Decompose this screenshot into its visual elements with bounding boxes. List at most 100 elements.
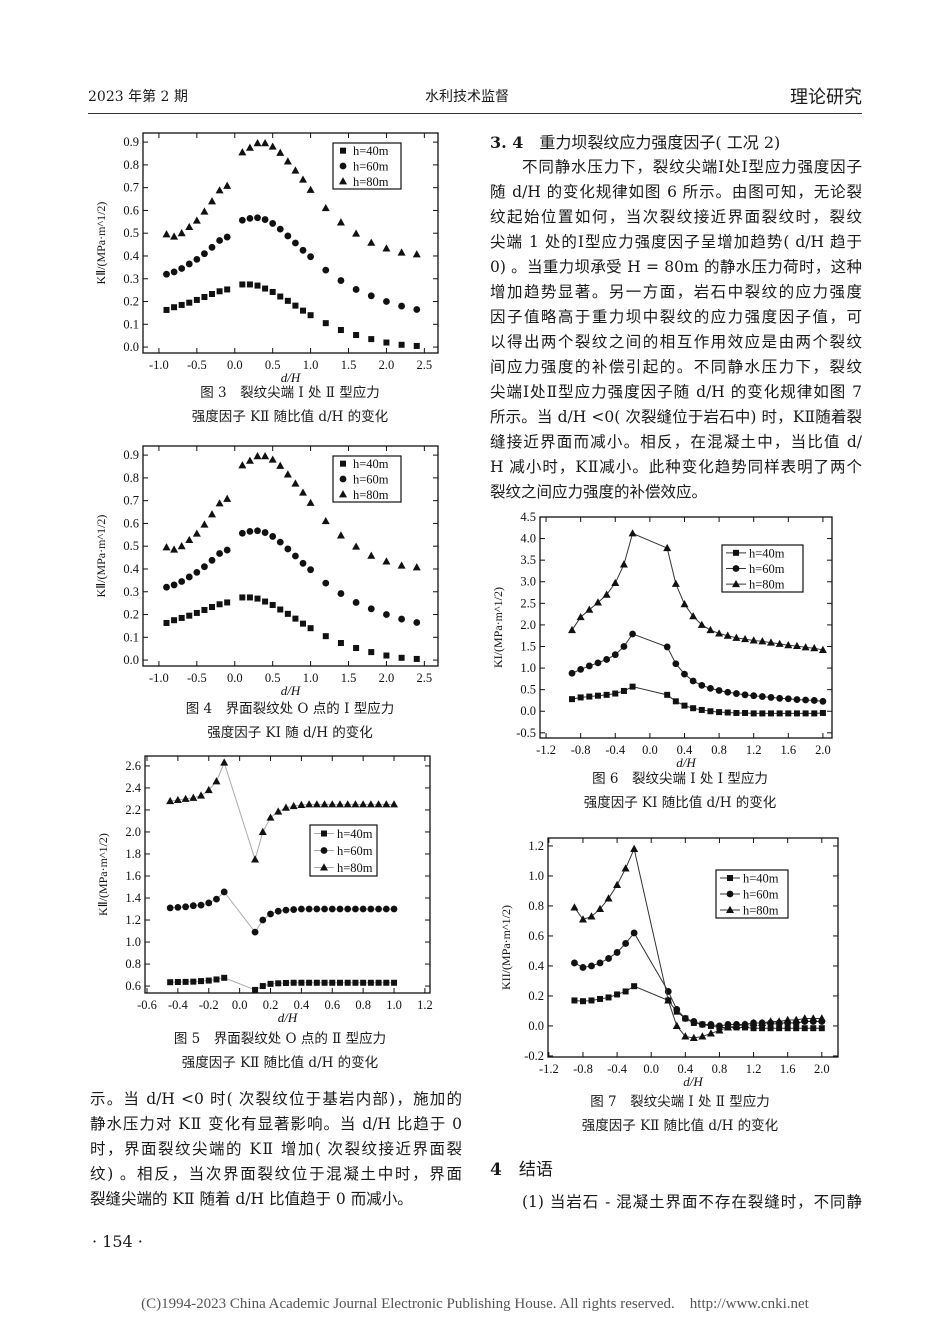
data-point (290, 979, 297, 986)
y-tick-label: 0.8 (125, 957, 141, 971)
y-tick-label: 0.5 (123, 539, 139, 553)
data-point (163, 306, 170, 313)
data-point (706, 625, 715, 634)
data-point (192, 216, 201, 224)
series-h=80m (568, 529, 827, 653)
data-point (312, 800, 321, 808)
data-point (246, 281, 253, 288)
data-point (328, 905, 336, 913)
x-tick-label: -0.5 (187, 358, 207, 372)
y-tick-label: 1.2 (528, 839, 544, 853)
y-tick-label: -0.2 (524, 1049, 544, 1063)
data-point (238, 529, 246, 537)
data-point (276, 538, 284, 546)
data-point (223, 181, 232, 189)
data-point (628, 529, 637, 537)
data-point (300, 307, 307, 314)
data-point (220, 758, 229, 766)
paragraph-line: 时，界面裂纹尖端的 KⅡ 增加( 次裂纹接近界面裂 (90, 1140, 462, 1158)
data-point (254, 595, 261, 602)
data-point (292, 302, 299, 309)
data-point (698, 1032, 707, 1040)
data-point (289, 801, 298, 810)
data-point (672, 660, 680, 668)
data-point (382, 905, 390, 913)
y-tick-label: 2.6 (125, 759, 141, 773)
data-point (741, 691, 749, 699)
data-point (277, 606, 284, 613)
data-point (177, 229, 186, 237)
y-tick-label: 0.7 (123, 181, 139, 195)
y-axis-label: KⅡ/(MPa·m^1/2) (94, 202, 108, 285)
x-tick-label: 0.0 (227, 358, 243, 372)
journal-name: 水利技术监督 (425, 89, 509, 105)
y-axis-label: KⅡ/(MPa·m^1/2) (94, 515, 108, 598)
data-point (167, 979, 174, 986)
data-point (382, 800, 391, 808)
data-point (201, 293, 208, 300)
paragraph-line: 0) 。当重力坝承受 H = 80m 的静水压力荷时，这种 (490, 258, 862, 276)
legend-label: h=40m (353, 457, 389, 471)
data-point (620, 643, 628, 650)
data-point (585, 605, 594, 613)
data-point (300, 620, 307, 627)
data-point (375, 979, 382, 986)
data-point (291, 166, 300, 174)
data-point (750, 692, 758, 700)
data-point (352, 905, 359, 913)
data-point (817, 1014, 826, 1022)
data-point (193, 609, 200, 616)
conclusion-paragraph: (1) 当岩石 - 混凝土界面不存在裂缝时，不同静 (490, 1190, 862, 1215)
paragraph-line: 因子值略高于重力坝中裂纹的应力强度因子值，可 (490, 308, 862, 326)
data-point (329, 979, 336, 986)
data-point (238, 216, 246, 224)
data-point (784, 640, 793, 649)
data-point (238, 148, 247, 156)
data-point (178, 301, 185, 308)
y-tick-label: 1.4 (125, 891, 141, 905)
y-tick-label: 1.0 (520, 661, 536, 675)
data-point (321, 979, 328, 986)
data-point (784, 1025, 791, 1032)
data-point (367, 905, 375, 913)
data-point (352, 229, 361, 237)
data-point (629, 683, 636, 690)
data-point (201, 606, 208, 613)
legend-marker-square (727, 875, 733, 881)
data-point (185, 222, 194, 231)
data-point (810, 1025, 817, 1032)
data-point (801, 643, 810, 651)
paragraph-line: 纹起始位置如何，当次裂纹接近界面裂纹时，裂纹 (490, 208, 862, 226)
data-point (170, 545, 179, 553)
data-point (297, 905, 305, 913)
data-point (671, 579, 680, 587)
data-point (749, 636, 758, 644)
data-point (818, 645, 827, 653)
data-point (681, 1032, 690, 1040)
data-point (732, 633, 741, 641)
figure-4-caption: 图 4 界面裂纹处 O 点的 Ⅰ 型应力 强度因子 KⅠ 随 d/H 的变化 (110, 697, 470, 745)
data-point (259, 916, 267, 924)
data-point (613, 949, 621, 956)
data-point (579, 964, 587, 971)
legend-label: h=60m (749, 562, 785, 576)
data-point (398, 302, 405, 310)
x-tick-label: 2.5 (417, 358, 433, 372)
data-point (166, 796, 175, 805)
data-point (276, 148, 285, 156)
data-point (413, 655, 420, 662)
data-point (171, 617, 178, 624)
data-point (213, 976, 220, 983)
data-point (587, 912, 596, 920)
data-point (254, 214, 261, 222)
legend-label: h=80m (743, 904, 779, 918)
data-point (162, 543, 171, 551)
x-tick-label: 0.2 (263, 998, 279, 1012)
data-point (819, 709, 826, 716)
data-point (681, 670, 688, 678)
data-point (245, 143, 254, 151)
data-point (185, 535, 194, 544)
paragraph-line: H 减小时，KⅡ减小。此种变化趋势同样表明了两个 (490, 458, 862, 476)
series-h=40m (569, 683, 826, 717)
data-point (178, 265, 186, 272)
